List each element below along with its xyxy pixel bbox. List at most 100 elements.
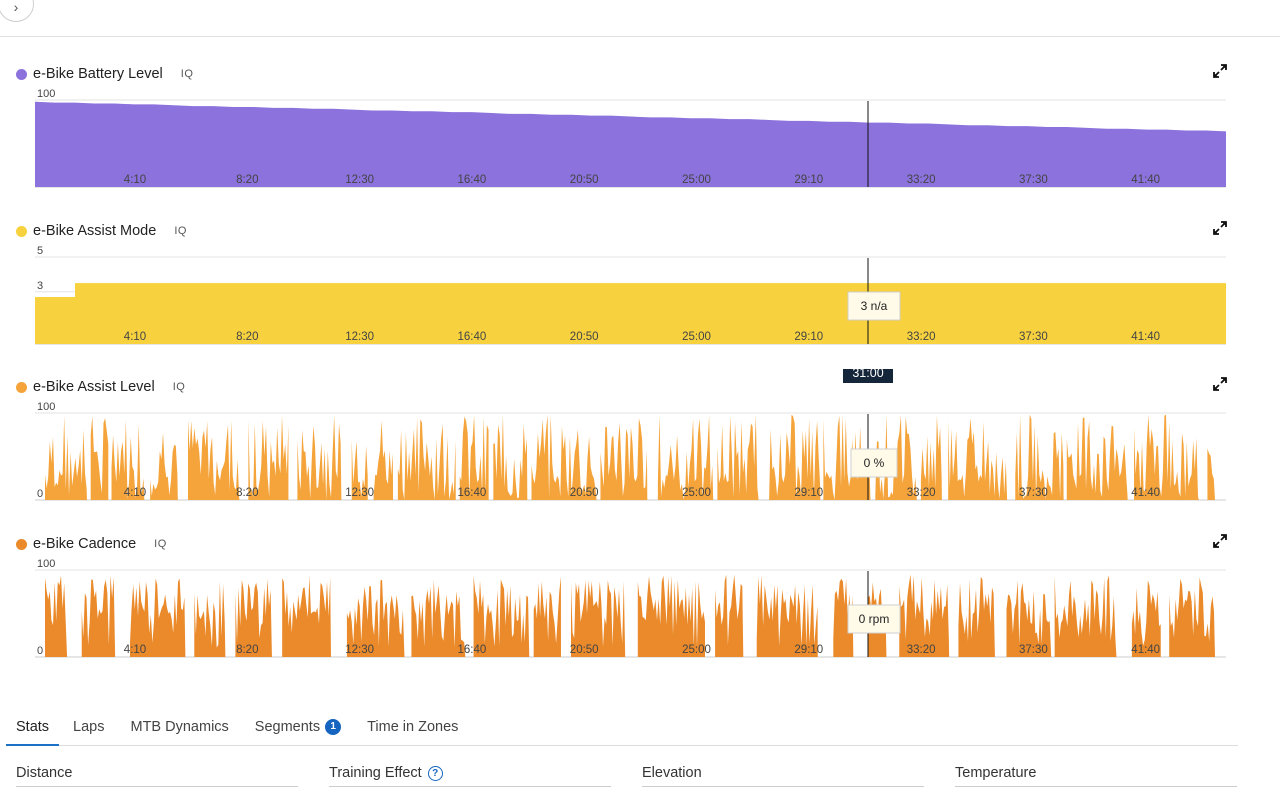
x-tick-label: 25:00 <box>682 174 711 186</box>
battery-area <box>35 101 1226 187</box>
x-tick-label: 29:10 <box>794 487 823 499</box>
x-tick-label: 29:10 <box>794 644 823 656</box>
chart-title: e-Bike Cadence <box>33 536 137 552</box>
x-tick-label: 29:10 <box>794 174 823 186</box>
x-tick-label: 12:30 <box>345 487 374 499</box>
stat-distance: Distance <box>16 760 298 787</box>
y-tick-label: 100 <box>37 558 55 570</box>
x-tick-label: 20:50 <box>570 174 599 186</box>
tab-laps[interactable]: Laps <box>71 710 106 744</box>
chart-panel-cadence: e-Bike Cadence IQ 100 0 4:10 8:20 12:30 16:40 20… <box>0 526 1280 683</box>
x-tick-label: 25:00 <box>682 331 711 343</box>
x-tick-label: 12:30 <box>345 174 374 186</box>
stats-row: Distance Training Effect? Elevation Temp… <box>16 760 1238 790</box>
stat-training-effect: Training Effect? <box>329 760 611 787</box>
value-tooltip: 0 % <box>850 448 898 478</box>
x-tick-label: 25:00 <box>682 487 711 499</box>
x-tick-label: 25:00 <box>682 644 711 656</box>
chevron-right-icon: › <box>13 0 19 15</box>
tab-time-in-zones[interactable]: Time in Zones <box>365 710 460 744</box>
x-tick-label: 20:50 <box>570 487 599 499</box>
y-tick-label: 0 <box>37 645 43 657</box>
value-tooltip: 0 rpm <box>847 604 901 634</box>
x-tick-label: 16:40 <box>458 644 487 656</box>
series-spikes <box>45 414 1215 500</box>
x-tick-label: 41:40 <box>1131 644 1160 656</box>
chart-cadence[interactable]: 100 0 4:10 8:20 12:30 16:40 20:50 25:00 29:10 33:… <box>0 526 1280 683</box>
chart-battery[interactable]: 10004:108:2012:3016:4020:5025:0029:1033:… <box>0 56 1280 213</box>
chart-title: e-Bike Assist Mode <box>33 223 157 239</box>
expand-icon[interactable] <box>1213 64 1227 78</box>
tab-label: Segments <box>254 719 321 735</box>
iq-app-label[interactable]: IQ <box>154 538 167 550</box>
x-tick-label: 16:40 <box>458 331 487 343</box>
tooltip-value: 0 rpm <box>859 612 890 626</box>
chart-assist-mode[interactable]: 5304:108:2012:3016:4020:5025:0029:1033:2… <box>0 213 1280 370</box>
tab-label: Stats <box>16 719 50 735</box>
x-tick-label: 37:30 <box>1019 331 1048 343</box>
y-tick-label: 100 <box>37 88 55 100</box>
assist-mode-step <box>35 297 75 344</box>
series-spikes <box>45 574 1215 657</box>
x-tick-label: 4:10 <box>124 644 146 656</box>
tab-stats[interactable]: Stats <box>6 710 60 746</box>
assist-mode-step <box>75 283 1226 344</box>
stat-label: Training Effect <box>329 765 422 781</box>
chart-header: e-Bike Assist Mode IQ <box>16 221 187 241</box>
x-tick-label: 37:30 <box>1019 174 1048 186</box>
chart-header: e-Bike Battery Level IQ <box>16 64 193 84</box>
top-bar: › <box>0 0 1280 37</box>
expand-icon[interactable] <box>1213 221 1227 235</box>
x-tick-label: 33:20 <box>907 487 936 499</box>
help-icon[interactable]: ? <box>427 765 443 781</box>
chart-panel-assist-level: e-Bike Assist Level IQ 100 0 4:10 8:20 12:30 16… <box>0 369 1280 526</box>
x-tick-label: 4:10 <box>124 331 146 343</box>
cursor-time-text: 31:00 <box>852 369 883 380</box>
tab-label: Time in Zones <box>367 719 459 735</box>
x-tick-label: 8:20 <box>236 644 258 656</box>
iq-app-label[interactable]: IQ <box>174 225 187 237</box>
x-tick-label: 12:30 <box>345 331 374 343</box>
x-tick-label: 33:20 <box>907 331 936 343</box>
x-tick-label: 16:40 <box>458 174 487 186</box>
expand-icon[interactable] <box>1213 534 1227 548</box>
stat-label: Elevation <box>642 765 702 781</box>
tab-segments[interactable]: Segments 1 <box>253 710 343 744</box>
tab-label: Laps <box>73 719 105 735</box>
iq-app-label[interactable]: IQ <box>180 68 194 80</box>
expand-sidebar-button[interactable]: › <box>0 0 34 22</box>
x-tick-label: 8:20 <box>236 174 258 186</box>
y-tick-label: 100 <box>37 401 55 413</box>
series-color-dot <box>16 225 27 237</box>
x-tick-label: 37:30 <box>1019 644 1048 656</box>
chart-panel-battery: e-Bike Battery Level IQ10004:108:2012:301… <box>0 56 1280 213</box>
expand-icon[interactable] <box>1213 377 1227 391</box>
tooltip-value: 3 n/a <box>861 299 888 313</box>
x-tick-label: 29:10 <box>794 331 823 343</box>
x-tick-label: 33:20 <box>907 174 936 186</box>
stat-elevation: Elevation <box>642 760 924 787</box>
x-tick-label: 20:50 <box>570 644 599 656</box>
series-color-dot <box>16 381 27 393</box>
y-tick-label: 0 <box>37 488 43 500</box>
chart-header: e-Bike Cadence IQ <box>16 534 167 554</box>
chart-title: e-Bike Battery Level <box>33 66 163 82</box>
chart-panel-assist-mode: e-Bike Assist ModeIQ5304:108:2012:3016:4… <box>0 213 1280 370</box>
x-tick-label: 4:10 <box>124 174 146 186</box>
x-tick-label: 20:50 <box>570 331 599 343</box>
iq-app-label[interactable]: IQ <box>172 381 186 393</box>
cursor-time-badge: 31:00 <box>843 369 893 383</box>
chart-title: e-Bike Assist Level <box>33 379 155 395</box>
chart-assist-level[interactable]: 100 0 4:10 8:20 12:30 16:40 20:50 25:00 29:10 33:… <box>0 369 1280 526</box>
x-tick-label: 8:20 <box>236 331 258 343</box>
tab-mtb-dynamics[interactable]: MTB Dynamics <box>129 710 231 744</box>
stat-label: Temperature <box>955 765 1037 781</box>
stat-temperature: Temperature <box>955 760 1237 787</box>
x-tick-label: 41:40 <box>1131 331 1160 343</box>
x-tick-label: 33:20 <box>907 644 936 656</box>
x-tick-label: 41:40 <box>1131 487 1160 499</box>
segments-count-badge: 1 <box>325 719 342 735</box>
x-tick-label: 8:20 <box>236 487 258 499</box>
x-tick-label: 4:10 <box>124 487 146 499</box>
value-tooltip: 3 n/a <box>847 291 901 321</box>
